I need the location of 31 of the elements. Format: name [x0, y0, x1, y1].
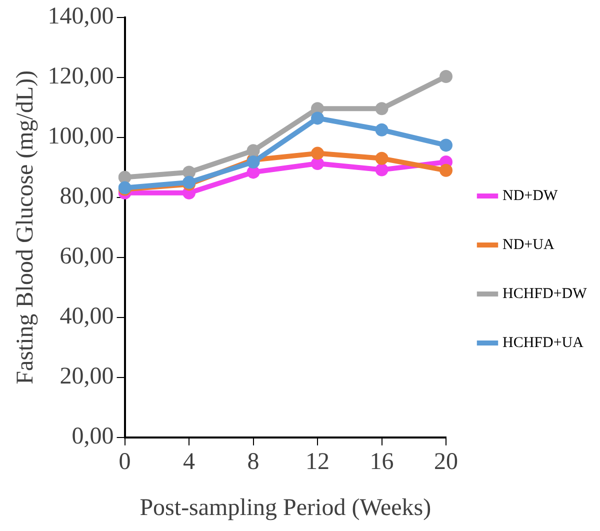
- legend-label: ND+UA: [502, 236, 554, 253]
- y-tick-label: 20,00: [60, 364, 114, 390]
- point: [440, 138, 452, 152]
- point: [375, 123, 388, 136]
- point: [440, 70, 452, 83]
- x-tick-label: 20: [434, 449, 458, 476]
- x-tick-label: 12: [306, 449, 330, 476]
- y-tick-label: 40,00: [60, 304, 114, 330]
- y-tick-label: 120,00: [48, 64, 114, 90]
- x-tick-label: 0: [118, 449, 131, 476]
- y-tick-label: 140,00: [48, 4, 114, 30]
- y-tick-label: 100,00: [48, 124, 114, 150]
- x-tick-label: 8: [247, 449, 260, 476]
- point: [311, 112, 324, 125]
- legend-label: ND+DW: [502, 188, 558, 204]
- legend-label: HCHFD+DW: [502, 286, 588, 302]
- point: [440, 164, 452, 177]
- x-axis-title: Post-sampling Period (Weeks): [140, 494, 432, 521]
- point: [311, 146, 324, 160]
- y-tick-label: 60,00: [60, 244, 114, 270]
- legend-label: HCHFD+UA: [502, 334, 584, 351]
- y-axis-title: Fasting Blood Glucose (mg/dL)): [12, 70, 39, 384]
- point: [375, 152, 388, 165]
- y-tick-label: 0,00: [72, 424, 114, 450]
- y-tick-label: 80,00: [60, 184, 114, 210]
- point: [375, 102, 388, 116]
- x-tick-label: 4: [183, 449, 196, 476]
- point: [375, 163, 388, 176]
- x-tick-label: 16: [370, 449, 394, 476]
- point: [246, 144, 260, 158]
- point: [246, 156, 260, 168]
